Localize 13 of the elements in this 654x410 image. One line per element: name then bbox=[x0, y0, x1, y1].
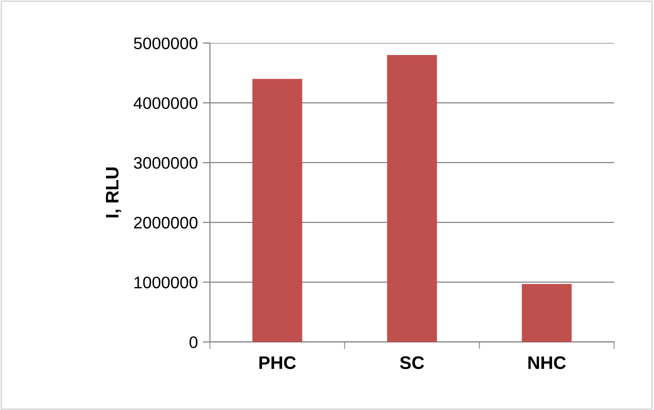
x-tick-label: NHC bbox=[528, 356, 566, 370]
y-tick-label: 0 bbox=[190, 336, 198, 348]
x-tick-label: SC bbox=[400, 356, 424, 370]
bar bbox=[252, 78, 302, 342]
y-tick-label: 5000000 bbox=[134, 37, 198, 50]
y-tick-label: 2000000 bbox=[134, 216, 198, 229]
y-tick-label: 1000000 bbox=[134, 276, 198, 288]
y-axis-title: I, RLU bbox=[106, 168, 122, 218]
bar bbox=[387, 55, 437, 342]
x-tick-label: PHC bbox=[259, 356, 296, 370]
bar bbox=[522, 284, 572, 342]
y-tick-label: 4000000 bbox=[134, 97, 198, 110]
y-tick-label: 3000000 bbox=[134, 157, 198, 169]
